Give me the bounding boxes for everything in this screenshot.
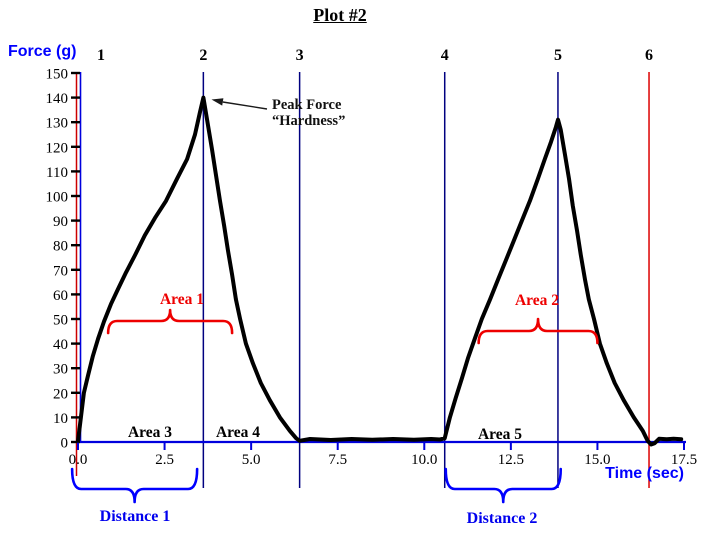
area-2-brace (477, 317, 599, 345)
anchor-label-5: 5 (554, 47, 562, 64)
y-tick-label: 140 (46, 91, 69, 107)
area-3-label: Area 3 (127, 424, 173, 441)
y-tick-label: 50 (53, 313, 68, 329)
x-axis-title: Time (sec) (605, 465, 684, 482)
anchor-label-6: 6 (645, 47, 653, 64)
y-axis-title: Force (g) (8, 43, 77, 60)
y-tick-label: 0 (61, 436, 69, 452)
x-tick-label: 10.0 (411, 452, 437, 468)
y-tick-label: 100 (46, 190, 69, 206)
y-tick-label: 70 (53, 263, 68, 279)
x-tick-label: 7.5 (328, 452, 347, 468)
force-curve (76, 95, 684, 447)
x-tick-label: 17.5 (671, 452, 697, 468)
y-tick-label: 20 (53, 386, 68, 402)
anchor-label-4: 4 (441, 47, 449, 64)
y-tick-label: 10 (53, 411, 68, 427)
area-1-label: Area 1 (159, 291, 205, 308)
y-tick-label: 40 (53, 337, 68, 353)
x-tick-label: 2.5 (155, 452, 174, 468)
peak-arrow-head (211, 98, 224, 106)
y-tick-label: 110 (46, 165, 68, 181)
y-tick-label: 130 (46, 116, 69, 132)
y-tick-label: 30 (53, 362, 68, 378)
distance-2-label: Distance 2 (466, 510, 538, 527)
x-tick-label: 15.0 (584, 452, 610, 468)
area-5-label: Area 5 (477, 426, 523, 443)
peak-force-annotation-line1: Peak Force (272, 97, 342, 113)
peak-arrow-line (222, 101, 268, 110)
chart-title: Plot #2 (313, 5, 367, 25)
x-tick-label: 0.0 (69, 452, 88, 468)
peak-force-annotation-line2: “Hardness” (272, 113, 346, 129)
distance-1-label: Distance 1 (99, 508, 171, 525)
y-tick-label: 90 (53, 214, 68, 230)
y-tick-label: 80 (53, 239, 68, 255)
x-tick-label: 12.5 (498, 452, 524, 468)
peak-force-annotation: Peak Force “Hardness” (272, 97, 345, 129)
distance-1-brace (70, 467, 199, 504)
distance-2-brace (444, 467, 563, 504)
y-tick-label: 60 (53, 288, 68, 304)
anchor-label-2: 2 (199, 47, 207, 64)
y-tick-label: 150 (46, 67, 69, 83)
y-tick-label: 120 (46, 140, 69, 156)
area-2-label: Area 2 (514, 292, 560, 309)
anchor-label-1: 1 (97, 47, 105, 64)
anchor-label-3: 3 (296, 47, 304, 64)
area-4-label: Area 4 (215, 424, 261, 441)
area-1-brace (106, 308, 234, 335)
x-tick-label: 5.0 (242, 452, 261, 468)
